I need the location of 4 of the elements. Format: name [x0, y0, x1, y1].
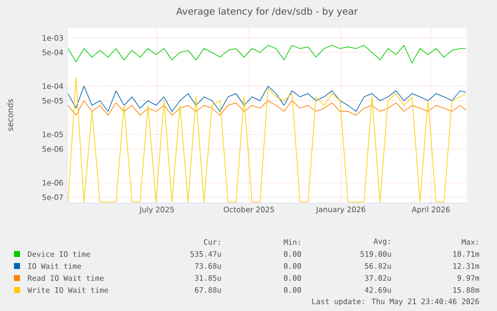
line-series	[68, 45, 466, 64]
line-series	[68, 86, 466, 112]
chart-title: Average latency for /dev/sdb - by year	[176, 7, 358, 17]
line-series	[68, 100, 466, 116]
